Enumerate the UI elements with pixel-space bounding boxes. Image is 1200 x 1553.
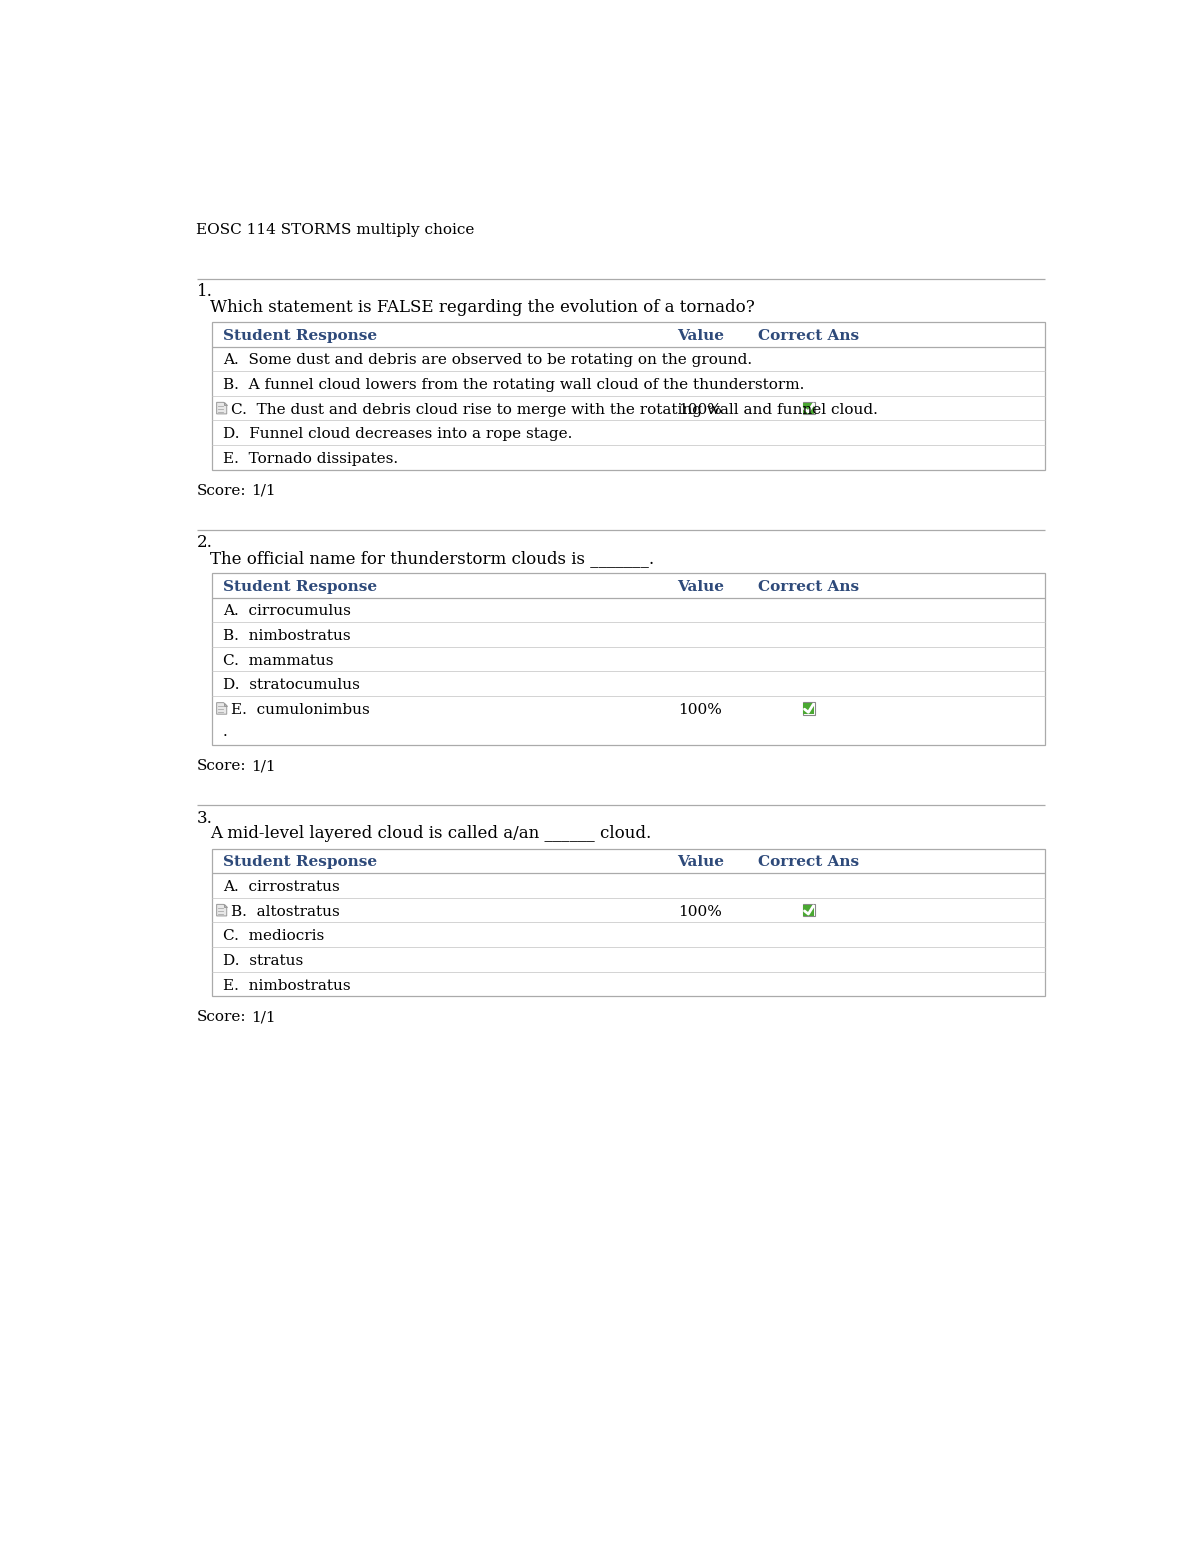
Polygon shape — [217, 702, 227, 714]
Text: 1.: 1. — [197, 283, 212, 300]
Text: B.  A funnel cloud lowers from the rotating wall cloud of the thunderstorm.: B. A funnel cloud lowers from the rotati… — [223, 377, 804, 391]
Polygon shape — [223, 402, 227, 405]
Text: Score:: Score: — [197, 759, 246, 773]
Bar — [803, 402, 814, 413]
Text: A.  cirrostratus: A. cirrostratus — [223, 881, 340, 895]
Text: Value: Value — [677, 856, 724, 870]
Text: 1/1: 1/1 — [251, 759, 275, 773]
Bar — [803, 904, 815, 916]
Text: Correct Ans: Correct Ans — [758, 856, 859, 870]
Text: C.  mammatus: C. mammatus — [223, 654, 334, 668]
Text: The official name for thunderstorm clouds is _______.: The official name for thunderstorm cloud… — [210, 550, 654, 567]
Text: Score:: Score: — [197, 1011, 246, 1025]
Text: 3.: 3. — [197, 811, 212, 828]
Text: 2.: 2. — [197, 534, 212, 551]
Text: 100%: 100% — [678, 905, 722, 919]
Text: 1/1: 1/1 — [251, 483, 275, 497]
Text: E.  nimbostratus: E. nimbostratus — [223, 978, 350, 992]
Bar — [803, 702, 815, 714]
Text: .: . — [223, 725, 228, 739]
Text: A.  Some dust and debris are observed to be rotating on the ground.: A. Some dust and debris are observed to … — [223, 354, 752, 368]
Text: Correct Ans: Correct Ans — [758, 579, 859, 593]
Text: 1/1: 1/1 — [251, 1011, 275, 1025]
Text: C.  The dust and debris cloud rise to merge with the rotating wall and funnel cl: C. The dust and debris cloud rise to mer… — [230, 402, 877, 416]
Text: C.  mediocris: C. mediocris — [223, 929, 324, 943]
Polygon shape — [217, 402, 227, 415]
Text: Value: Value — [677, 329, 724, 343]
Text: A.  cirrocumulus: A. cirrocumulus — [223, 604, 350, 618]
Bar — [212, 848, 1045, 997]
Text: Student Response: Student Response — [223, 856, 377, 870]
Text: 100%: 100% — [678, 402, 722, 416]
Bar — [803, 704, 814, 714]
Text: B.  altostratus: B. altostratus — [230, 905, 340, 919]
Text: D.  Funnel cloud decreases into a rope stage.: D. Funnel cloud decreases into a rope st… — [223, 427, 572, 441]
Text: D.  stratocumulus: D. stratocumulus — [223, 679, 360, 693]
Bar — [803, 905, 814, 916]
Text: Correct Ans: Correct Ans — [758, 329, 859, 343]
Polygon shape — [223, 702, 227, 705]
Text: Student Response: Student Response — [223, 329, 377, 343]
Bar — [803, 402, 815, 415]
Polygon shape — [217, 904, 227, 916]
Text: D.  stratus: D. stratus — [223, 954, 304, 968]
Text: EOSC 114 STORMS multiply choice: EOSC 114 STORMS multiply choice — [197, 224, 475, 238]
Bar — [212, 321, 1045, 469]
Text: 100%: 100% — [678, 704, 722, 717]
Polygon shape — [223, 904, 227, 907]
Text: Value: Value — [677, 579, 724, 593]
Text: Which statement is FALSE regarding the evolution of a tornado?: Which statement is FALSE regarding the e… — [210, 298, 755, 315]
Text: A mid-level layered cloud is called a/an ______ cloud.: A mid-level layered cloud is called a/an… — [210, 826, 652, 842]
Text: E.  cumulonimbus: E. cumulonimbus — [230, 704, 370, 717]
Text: E.  Tornado dissipates.: E. Tornado dissipates. — [223, 452, 398, 466]
Text: Score:: Score: — [197, 483, 246, 497]
Text: Student Response: Student Response — [223, 579, 377, 593]
Bar — [212, 573, 1045, 745]
Text: B.  nimbostratus: B. nimbostratus — [223, 629, 350, 643]
